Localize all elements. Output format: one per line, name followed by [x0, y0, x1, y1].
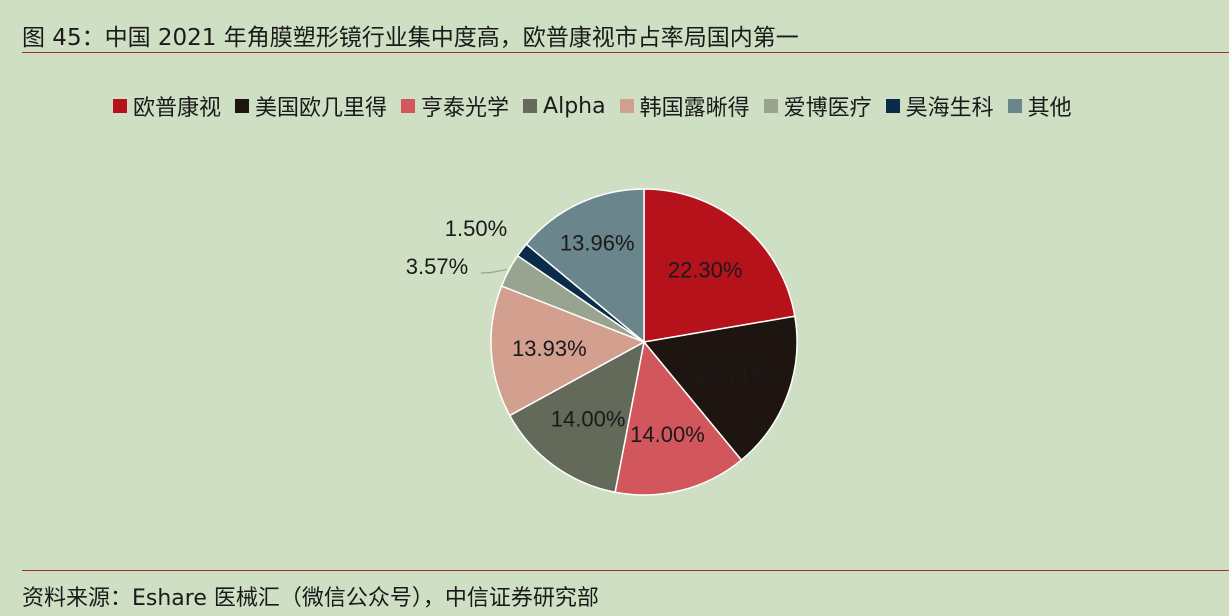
legend-swatch [235, 99, 250, 113]
legend-item: 亨泰光学 [401, 90, 509, 122]
legend-swatch [619, 99, 634, 113]
legend-swatch [763, 99, 778, 113]
pie-slice [614, 340, 743, 496]
legend-label: 欧普康视 [133, 96, 222, 121]
legend-item: 昊海生科 [885, 90, 994, 122]
legend-item: 爱博医疗 [763, 90, 872, 122]
legend-item: 欧普康视 [113, 90, 221, 122]
pie-slice [525, 188, 645, 344]
legend-label: 美国欧几里得 [255, 96, 388, 121]
slice-label: 13.93% [512, 336, 587, 361]
legend-swatch [885, 99, 900, 113]
legend-item: 韩国露晰得 [619, 90, 750, 122]
pie-slice [643, 188, 796, 343]
legend-label: 其他 [1027, 96, 1072, 121]
slice-label: 14.00% [551, 407, 626, 432]
legend-item: Alpha [523, 94, 606, 119]
slice-label: 1.50% [445, 216, 507, 241]
title-rule [22, 52, 1229, 53]
pie-slice [642, 315, 798, 462]
legend-swatch [113, 99, 127, 113]
legend-swatch [401, 99, 416, 113]
source-note: 资料来源：Eshare 医械汇（微信公众号），中信证券研究部 [22, 586, 599, 611]
pie-slice [508, 340, 646, 494]
leader-line [480, 268, 508, 274]
legend-label: 爱博医疗 [783, 96, 872, 121]
figure-title: 图 45：中国 2021 年角膜塑形镜行业集中度高，欧普康视市占率局国内第一 [22, 25, 799, 51]
slice-label: 14.00% [630, 422, 705, 447]
legend-label: Alpha [543, 93, 606, 119]
slice-label: 13.96% [560, 230, 635, 255]
pie-slice [490, 285, 646, 417]
source-rule [22, 570, 1229, 571]
slice-label: 22.30% [668, 257, 743, 282]
legend-item: 其他 [1007, 90, 1072, 122]
legend-item: 美国欧几里得 [235, 90, 387, 122]
slice-label: 16.71% [696, 363, 771, 388]
legend-label: 昊海生科 [905, 96, 994, 121]
legend-swatch [523, 99, 538, 113]
chart-legend: 欧普康视 美国欧几里得 亨泰光学 Alpha 韩国露晰得 爱博医疗 昊海生科 其他 [113, 90, 1072, 122]
legend-swatch [1007, 99, 1022, 113]
slice-label: 3.57% [406, 254, 468, 279]
legend-label: 亨泰光学 [421, 96, 510, 121]
legend-label: 韩国露晰得 [639, 96, 750, 121]
